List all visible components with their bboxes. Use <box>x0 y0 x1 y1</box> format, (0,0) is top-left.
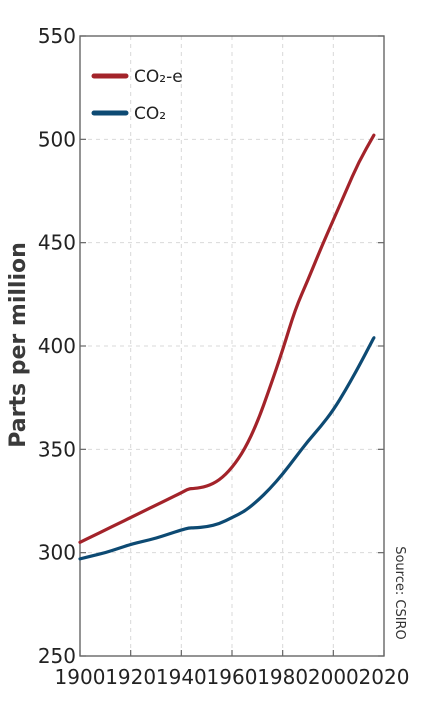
y-tick-label: 550 <box>38 24 76 48</box>
y-tick-label: 400 <box>38 334 76 358</box>
x-tick-label: 2000 <box>308 665 359 689</box>
y-axis-label: Parts per million <box>6 242 31 448</box>
series-lines <box>78 133 376 561</box>
legend-label: CO₂-e <box>134 67 183 87</box>
x-tick-label: 1900 <box>55 665 106 689</box>
x-tick-label: 1960 <box>207 665 258 689</box>
series-line-co2 <box>78 336 376 561</box>
source-note: Source: CSIRO <box>392 546 407 640</box>
x-tick-label: 1980 <box>257 665 308 689</box>
y-tick-label: 300 <box>38 541 76 565</box>
x-axis-ticks: 1900 1920 1940 1960 1980 2000 2020 <box>55 650 410 689</box>
x-tick-label: 2020 <box>359 665 410 689</box>
y-tick-label: 350 <box>38 437 76 461</box>
x-tick-label: 1940 <box>156 665 207 689</box>
y-tick-label: 250 <box>38 644 76 668</box>
legend-label: CO₂ <box>134 104 166 124</box>
y-axis-ticks: 250 300 350 400 450 500 550 <box>38 24 384 668</box>
grid <box>79 35 385 657</box>
series-line-co2e <box>78 133 376 544</box>
legend: CO₂-e CO₂ <box>91 67 183 124</box>
y-tick-label: 500 <box>38 127 76 151</box>
y-tick-label: 450 <box>38 231 76 255</box>
x-tick-label: 1920 <box>105 665 156 689</box>
